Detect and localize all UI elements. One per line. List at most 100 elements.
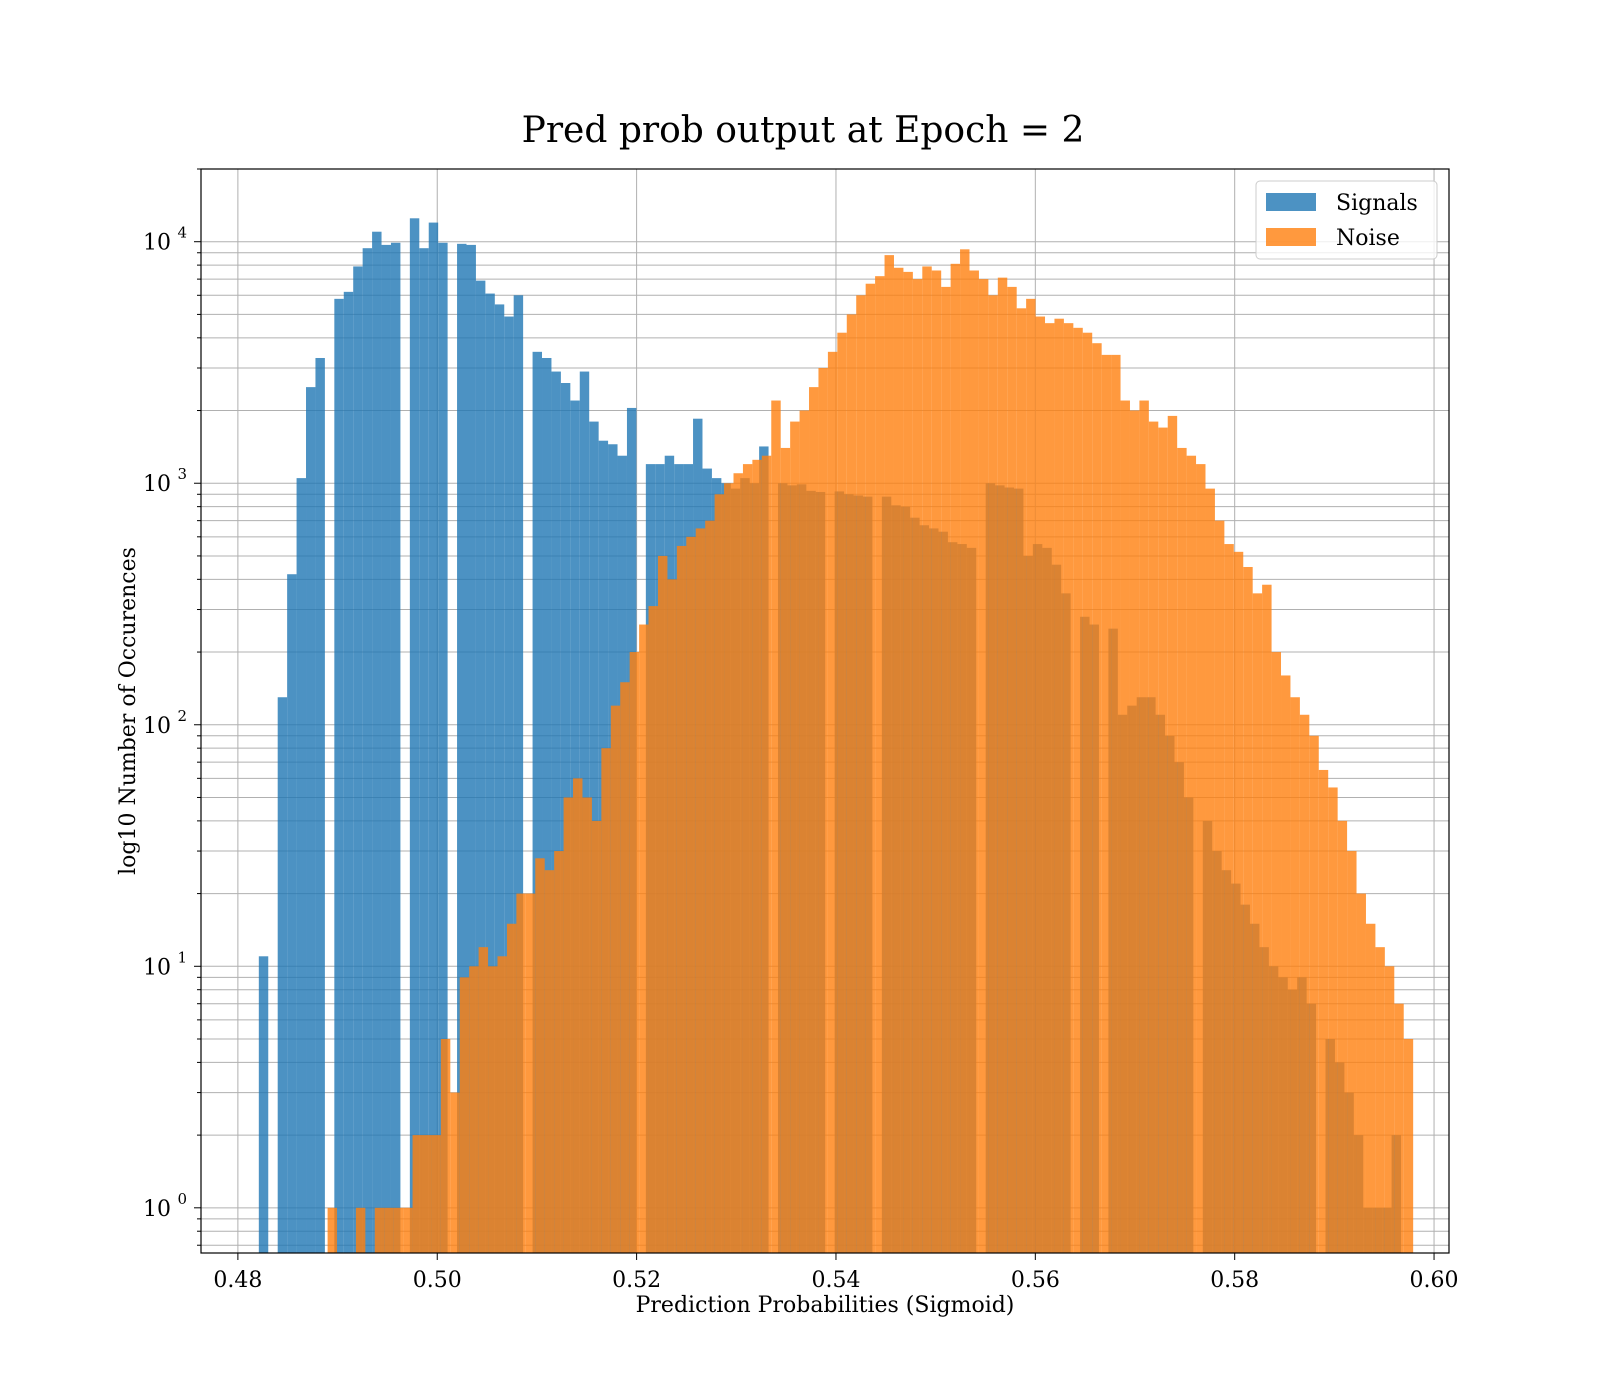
noise-bar — [705, 520, 715, 1253]
signals-bar — [532, 351, 543, 1253]
signals-bar — [362, 248, 373, 1253]
noise-bar — [1384, 966, 1395, 1253]
noise-bar — [865, 283, 876, 1253]
noise-bar — [1026, 298, 1036, 1254]
noise-bar — [440, 1038, 451, 1253]
signals-bar — [504, 316, 514, 1253]
noise-bar — [1063, 323, 1074, 1253]
noise-bar — [884, 255, 894, 1253]
noise-bar — [771, 400, 781, 1253]
signals-bar — [306, 387, 316, 1253]
noise-bar — [1073, 327, 1083, 1253]
x-tick-label: 0.54 — [811, 1268, 860, 1293]
y-tick-exponent: 4 — [177, 224, 187, 242]
signals-bar — [494, 304, 505, 1253]
noise-bar — [1328, 787, 1338, 1253]
signals-bar — [475, 280, 486, 1253]
signals-bar — [409, 218, 420, 1254]
noise-bar — [459, 977, 470, 1253]
noise-bar — [724, 483, 734, 1253]
noise-bar — [1186, 455, 1197, 1253]
noise-bar — [384, 1207, 394, 1253]
legend: Signals Noise — [1255, 180, 1438, 260]
noise-bar — [997, 277, 1008, 1254]
noise-bar — [978, 279, 989, 1253]
noise-bar — [355, 1207, 366, 1253]
noise-bar — [657, 555, 668, 1253]
y-tick-label: 10 — [143, 955, 171, 980]
noise-bar — [497, 956, 507, 1253]
noise-bar — [535, 858, 545, 1253]
signals-bar — [390, 242, 401, 1254]
y-tick-exponent: 2 — [177, 707, 187, 725]
noise-bar — [1318, 769, 1329, 1253]
noise-bar — [780, 447, 791, 1253]
noise-bar — [1092, 343, 1102, 1253]
noise-bar — [686, 536, 696, 1253]
noise-bar — [1347, 851, 1357, 1253]
y-tick-exponent: 1 — [177, 948, 187, 966]
noise-bar — [648, 606, 658, 1253]
noise-bar — [846, 314, 857, 1253]
noise-bar — [525, 893, 536, 1253]
noise-bar — [1007, 286, 1017, 1253]
noise-bar — [516, 893, 526, 1253]
signals-bar — [438, 242, 448, 1254]
noise-bar — [1035, 316, 1046, 1253]
noise-bar — [403, 1207, 413, 1253]
noise-bar — [752, 459, 762, 1253]
noise-bar — [1271, 652, 1282, 1253]
noise-bar — [667, 579, 677, 1253]
noise-bar — [582, 797, 592, 1253]
noise-bar — [1054, 318, 1064, 1253]
signals-bar — [466, 244, 476, 1254]
chart-title: Pred prob output at Epoch = 2 — [522, 110, 1085, 151]
plot-frame — [200, 168, 1450, 1254]
noise-bar — [733, 473, 743, 1253]
noise-bar — [469, 966, 479, 1253]
noise-bar — [1205, 488, 1215, 1253]
y-tick-label: 10 — [143, 1197, 171, 1222]
noise-bar — [799, 410, 810, 1253]
legend-label-noise: Noise — [1336, 226, 1400, 251]
x-axis-label: Prediction Probabilities (Sigmoid) — [636, 1293, 1015, 1318]
x-tick-label: 0.60 — [1410, 1268, 1459, 1293]
noise-bar — [1375, 947, 1385, 1253]
legend-swatch-signals — [1266, 193, 1316, 211]
noise-bar — [1243, 566, 1253, 1253]
y-tick-label: 10 — [143, 231, 171, 256]
noise-bar — [1045, 323, 1055, 1253]
noise-bar — [1224, 544, 1234, 1253]
noise-bar — [941, 286, 951, 1253]
noise-bar — [695, 528, 706, 1253]
noise-bar — [1214, 520, 1225, 1253]
noise-bar — [1129, 410, 1140, 1253]
noise-bar — [601, 748, 611, 1253]
signals-bar — [381, 244, 391, 1254]
noise-bar — [554, 851, 564, 1253]
noise-bar — [1148, 421, 1159, 1253]
noise-bar — [591, 820, 602, 1253]
noise-bar — [809, 387, 819, 1253]
noise-bar — [922, 266, 932, 1253]
noise-bar — [1252, 593, 1263, 1253]
noise-bar — [374, 1207, 385, 1253]
noise-bar — [1309, 735, 1319, 1253]
noise-bar — [506, 923, 517, 1253]
y-tick-exponent: 0 — [177, 1190, 187, 1208]
noise-bar — [327, 1207, 338, 1253]
x-tick-label: 0.52 — [612, 1268, 661, 1293]
bars-layer — [258, 218, 1414, 1254]
noise-bar — [818, 367, 828, 1253]
noise-bar — [1262, 584, 1272, 1253]
noise-bar — [544, 870, 555, 1253]
noise-bar — [620, 682, 630, 1253]
noise-bar — [912, 279, 923, 1253]
signals-bar — [372, 231, 382, 1253]
noise-bar — [1365, 923, 1376, 1253]
noise-bar — [412, 1135, 422, 1253]
noise-bar — [950, 263, 961, 1254]
noise-bar — [421, 1135, 432, 1253]
signals-bar — [296, 478, 307, 1253]
